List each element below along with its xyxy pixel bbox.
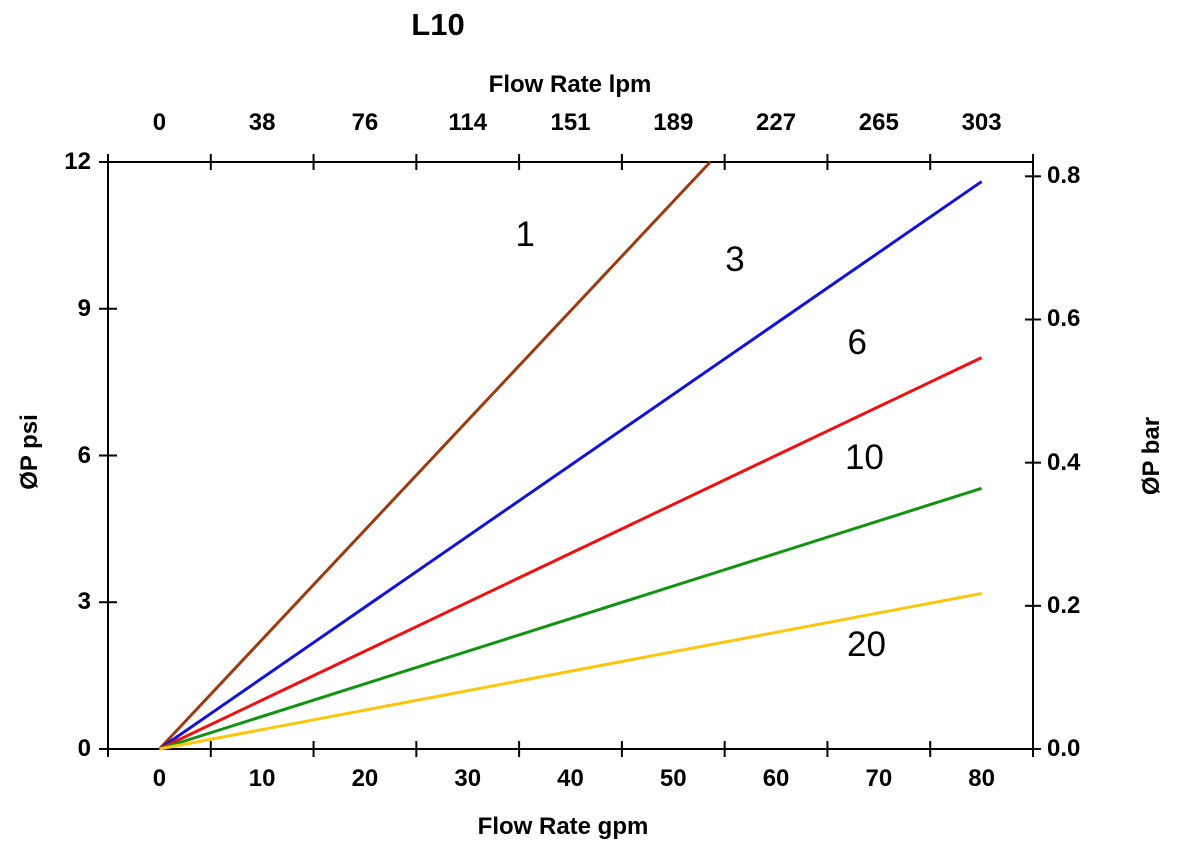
top-tick-label: 114 [448,109,488,136]
bottom-tick-label: 70 [865,765,893,792]
top-tick-label: 189 [653,109,694,136]
series-curve-label-3: 3 [725,239,745,279]
top-tick-label: 303 [961,109,1002,136]
bottom-tick-label: 40 [557,765,584,792]
series-line-10 [158,486,983,751]
series-line-20 [159,591,982,751]
top-tick-label: 151 [550,109,591,136]
right-tick-label: 0.0 [1047,735,1081,762]
top-tick-label: 76 [351,109,379,136]
series-line-3 [158,180,983,751]
left-tick-label: 9 [77,294,91,322]
bottom-tick-label: 10 [248,765,276,792]
bottom-tick-label: 30 [454,765,482,792]
bottom-tick-label: 50 [659,765,687,792]
series-line-6 [158,356,983,751]
series-curve-label-6: 6 [847,322,867,362]
chart-title: L10 [411,7,465,42]
left-tick-label: 6 [77,441,91,469]
top-tick-label: 227 [756,109,797,136]
right-tick-label: 0.6 [1047,305,1081,333]
right-tick-label: 0.8 [1047,162,1081,190]
left-tick-label: 0 [77,735,91,762]
right-tick-label: 0.4 [1047,448,1081,476]
series-curve-label-1: 1 [515,215,535,255]
right-tick-label: 0.2 [1047,591,1081,619]
bottom-tick-label: 0 [152,765,167,792]
bottom-tick-label: 60 [762,765,790,792]
bottom-tick-label: 80 [968,765,995,792]
series-line-1 [158,160,712,751]
bottom-tick-label: 20 [351,765,379,792]
top-tick-label: 265 [858,109,899,136]
top-tick-label: 38 [248,109,276,136]
left-tick-label: 3 [77,588,91,616]
top-axis-title: Flow Rate lpm [488,71,652,98]
left-tick-label: 12 [64,148,91,175]
top-tick-label: 0 [152,109,167,136]
bottom-axis-title: Flow Rate gpm [477,813,649,840]
series-curve-label-20: 20 [847,624,886,664]
series-curve-label-10: 10 [844,437,884,477]
plot-frame [107,161,1034,750]
